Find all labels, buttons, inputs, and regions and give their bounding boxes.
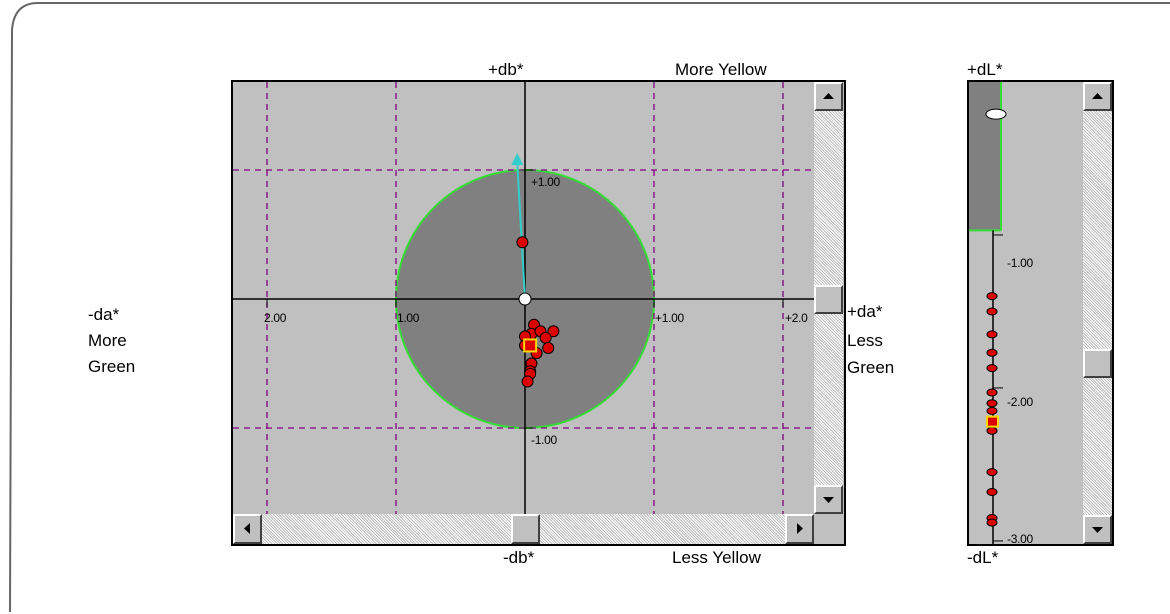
mean-marker bbox=[523, 338, 538, 353]
dl-mean-marker bbox=[986, 415, 999, 428]
tick-label-b-minus-1: -1.00 bbox=[531, 433, 557, 447]
target-point bbox=[518, 292, 532, 306]
l-vertical-scroll-thumb[interactable] bbox=[1083, 349, 1112, 378]
tick-label-a-minus-2: 2.00 bbox=[264, 311, 287, 325]
dl-tolerance-band bbox=[969, 82, 1001, 231]
dl-sample-point bbox=[986, 468, 998, 477]
sample-point bbox=[542, 342, 555, 355]
more-yellow-label: More Yellow bbox=[675, 60, 767, 79]
ab-scroll-corner bbox=[814, 514, 843, 544]
ab-scroll-right-button[interactable] bbox=[785, 514, 814, 544]
shift-vector-arrowhead bbox=[511, 153, 524, 166]
dl-sample-point bbox=[986, 426, 998, 435]
arrow-up-icon bbox=[823, 93, 834, 99]
l-scroll-up-button[interactable] bbox=[1083, 82, 1112, 111]
sample-point bbox=[521, 375, 534, 388]
tick-label-b-plus-1: +1.00 bbox=[531, 175, 560, 189]
dl-sample-point bbox=[986, 330, 998, 339]
tick-label-l-minus-2: -2.00 bbox=[1007, 395, 1033, 409]
arrow-down-icon bbox=[1092, 527, 1103, 533]
dl-target-point bbox=[985, 108, 1007, 120]
dl-sample-point bbox=[986, 399, 998, 408]
dl-sample-point bbox=[986, 487, 998, 496]
tick-label-a-minus-1: 1.00 bbox=[397, 311, 420, 325]
shift-vector-line bbox=[516, 163, 526, 300]
less-yellow-label: Less Yellow bbox=[672, 548, 761, 567]
db-plus-label: +db* bbox=[488, 60, 524, 79]
sample-point bbox=[516, 236, 529, 249]
tick-label-a-plus-1: +1.00 bbox=[655, 311, 684, 325]
dl-sample-point bbox=[986, 406, 998, 415]
l-scroll-down-button[interactable] bbox=[1083, 515, 1112, 544]
tick-label-l-minus-3: -3.00 bbox=[1007, 532, 1033, 546]
dl-sample-point bbox=[986, 388, 998, 397]
dl-sample-point bbox=[986, 348, 998, 357]
arrow-down-icon bbox=[823, 497, 834, 503]
dl-plus-label: +dL* bbox=[967, 60, 1003, 79]
db-minus-label: -db* bbox=[503, 548, 535, 567]
dl-sample-point bbox=[986, 307, 998, 316]
arrow-left-icon bbox=[244, 523, 250, 534]
arrow-up-icon bbox=[1092, 93, 1103, 99]
tick-label-a-plus-2: +2.0 bbox=[785, 311, 808, 325]
ab-horizontal-scroll-thumb[interactable] bbox=[511, 514, 540, 544]
dl-sample-point bbox=[986, 364, 998, 373]
dl-minus-label: -dL* bbox=[967, 548, 999, 567]
sample-point bbox=[547, 325, 560, 338]
ab-scroll-down-button[interactable] bbox=[814, 485, 843, 514]
ab-scroll-up-button[interactable] bbox=[814, 82, 843, 111]
arrow-right-icon bbox=[797, 523, 803, 534]
l-vertical-scrollbar[interactable] bbox=[1083, 82, 1112, 544]
dl-sample-point bbox=[986, 292, 998, 301]
tick-label-l-minus-1: -1.00 bbox=[1007, 256, 1033, 270]
ab-scroll-left-button[interactable] bbox=[233, 514, 262, 544]
dl-sample-point bbox=[986, 518, 998, 527]
ab-vertical-scroll-thumb[interactable] bbox=[814, 285, 843, 314]
